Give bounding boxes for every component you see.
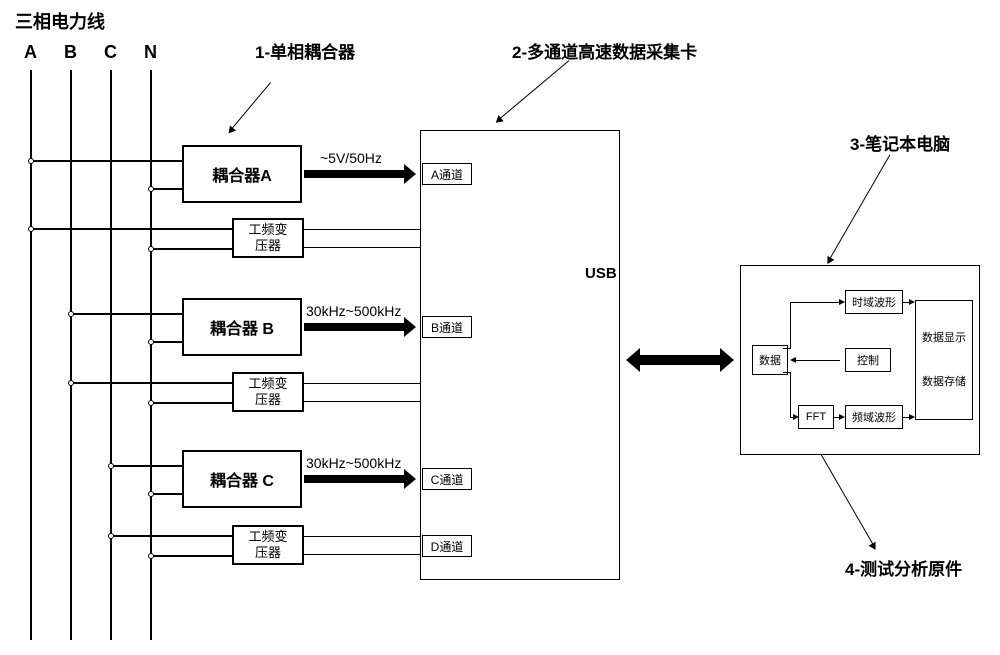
wire-trans-b-daq bbox=[304, 383, 420, 384]
wire-b-to-coupler-b bbox=[71, 313, 182, 315]
flow-freq-display bbox=[903, 417, 910, 418]
line-c bbox=[110, 70, 112, 640]
usb-label: USB bbox=[585, 265, 617, 282]
wire-trans-b-daq2 bbox=[304, 401, 420, 402]
tap-n-trans-a bbox=[148, 246, 154, 252]
wire-n-to-trans-a bbox=[151, 248, 232, 250]
tap-b-coupler-b bbox=[68, 311, 74, 317]
tap-n-trans-c bbox=[148, 553, 154, 559]
wire-c-to-trans-c bbox=[111, 535, 232, 537]
daq-box bbox=[420, 130, 620, 580]
flow-time-display bbox=[903, 302, 910, 303]
flow-fft-freq bbox=[834, 417, 840, 418]
title: 三相电力线 bbox=[15, 8, 105, 34]
arrow-band-c bbox=[304, 475, 404, 483]
tap-a-coupler-a bbox=[28, 158, 34, 164]
wire-trans-a-daq2 bbox=[304, 247, 420, 248]
transformer-a-box: 工频变 压器 bbox=[232, 218, 304, 258]
tap-n-coupler-b bbox=[148, 339, 154, 345]
signal-band-b-label: 30kHz~500kHz bbox=[306, 303, 401, 319]
freq-wave-block: 频域波形 bbox=[845, 405, 903, 429]
annotation-laptop: 3-笔记本电脑 bbox=[850, 130, 950, 155]
time-wave-block: 时域波形 bbox=[845, 290, 903, 314]
annotation-coupler: 1-单相耦合器 bbox=[255, 38, 355, 63]
tap-a-trans-a bbox=[28, 226, 34, 232]
arrow-sync bbox=[304, 170, 404, 178]
wire-a-to-trans-a bbox=[31, 228, 232, 230]
signal-sync-label: ~5V/50Hz bbox=[320, 150, 382, 166]
pointer-1 bbox=[232, 82, 271, 129]
annotation-daq: 2-多通道高速数据采集卡 bbox=[512, 38, 697, 63]
transformer-b-box: 工频变 压器 bbox=[232, 372, 304, 412]
pointer-4 bbox=[813, 440, 874, 544]
flow-data-time bbox=[790, 302, 840, 303]
display-store-block: 数据显示 数据存储 bbox=[915, 300, 973, 420]
annotation-analysis: 4-测试分析原件 bbox=[845, 555, 962, 580]
pointer-3 bbox=[830, 154, 891, 258]
wire-a-to-coupler-a bbox=[31, 160, 182, 162]
coupler-a-box: 耦合器A bbox=[182, 145, 302, 203]
flow-data-fft-v bbox=[790, 372, 791, 417]
flow-data-time-h bbox=[783, 348, 791, 349]
phase-n-label: N bbox=[144, 42, 157, 63]
wire-trans-c-daq2 bbox=[304, 554, 420, 555]
transformer-c-box: 工频变 压器 bbox=[232, 525, 304, 565]
signal-band-c-label: 30kHz~500kHz bbox=[306, 455, 401, 471]
wire-n-to-trans-c bbox=[151, 555, 232, 557]
channel-a-box: A通道 bbox=[422, 163, 472, 185]
usb-arrow bbox=[640, 355, 720, 365]
wire-n-to-coupler-c bbox=[151, 493, 182, 495]
flow-data-time-v bbox=[790, 302, 791, 348]
tap-b-trans-b bbox=[68, 380, 74, 386]
tap-c-trans-c bbox=[108, 533, 114, 539]
wire-n-to-coupler-b bbox=[151, 341, 182, 343]
flow-control-data bbox=[795, 360, 840, 361]
flow-data-fft bbox=[790, 417, 794, 418]
coupler-b-box: 耦合器 B bbox=[182, 298, 302, 356]
pointer-2 bbox=[500, 60, 570, 119]
wire-n-to-trans-b bbox=[151, 402, 232, 404]
line-b bbox=[70, 70, 72, 640]
wire-trans-c-daq bbox=[304, 536, 420, 537]
phase-a-label: A bbox=[24, 42, 37, 63]
wire-c-to-coupler-c bbox=[111, 465, 182, 467]
phase-b-label: B bbox=[64, 42, 77, 63]
channel-d-box: D通道 bbox=[422, 535, 472, 557]
line-a bbox=[30, 70, 32, 640]
control-block: 控制 bbox=[845, 348, 891, 372]
phase-c-label: C bbox=[104, 42, 117, 63]
tap-n-coupler-a bbox=[148, 186, 154, 192]
tap-n-trans-b bbox=[148, 400, 154, 406]
channel-c-box: C通道 bbox=[422, 468, 472, 490]
wire-n-to-coupler-a bbox=[151, 188, 182, 190]
coupler-c-box: 耦合器 C bbox=[182, 450, 302, 508]
fft-block: FFT bbox=[798, 405, 834, 429]
arrow-band-b bbox=[304, 323, 404, 331]
wire-b-to-trans-b bbox=[71, 382, 232, 384]
wire-trans-a-daq bbox=[304, 229, 420, 230]
tap-n-coupler-c bbox=[148, 491, 154, 497]
channel-b-box: B通道 bbox=[422, 316, 472, 338]
tap-c-coupler-c bbox=[108, 463, 114, 469]
data-block: 数据 bbox=[752, 345, 788, 375]
